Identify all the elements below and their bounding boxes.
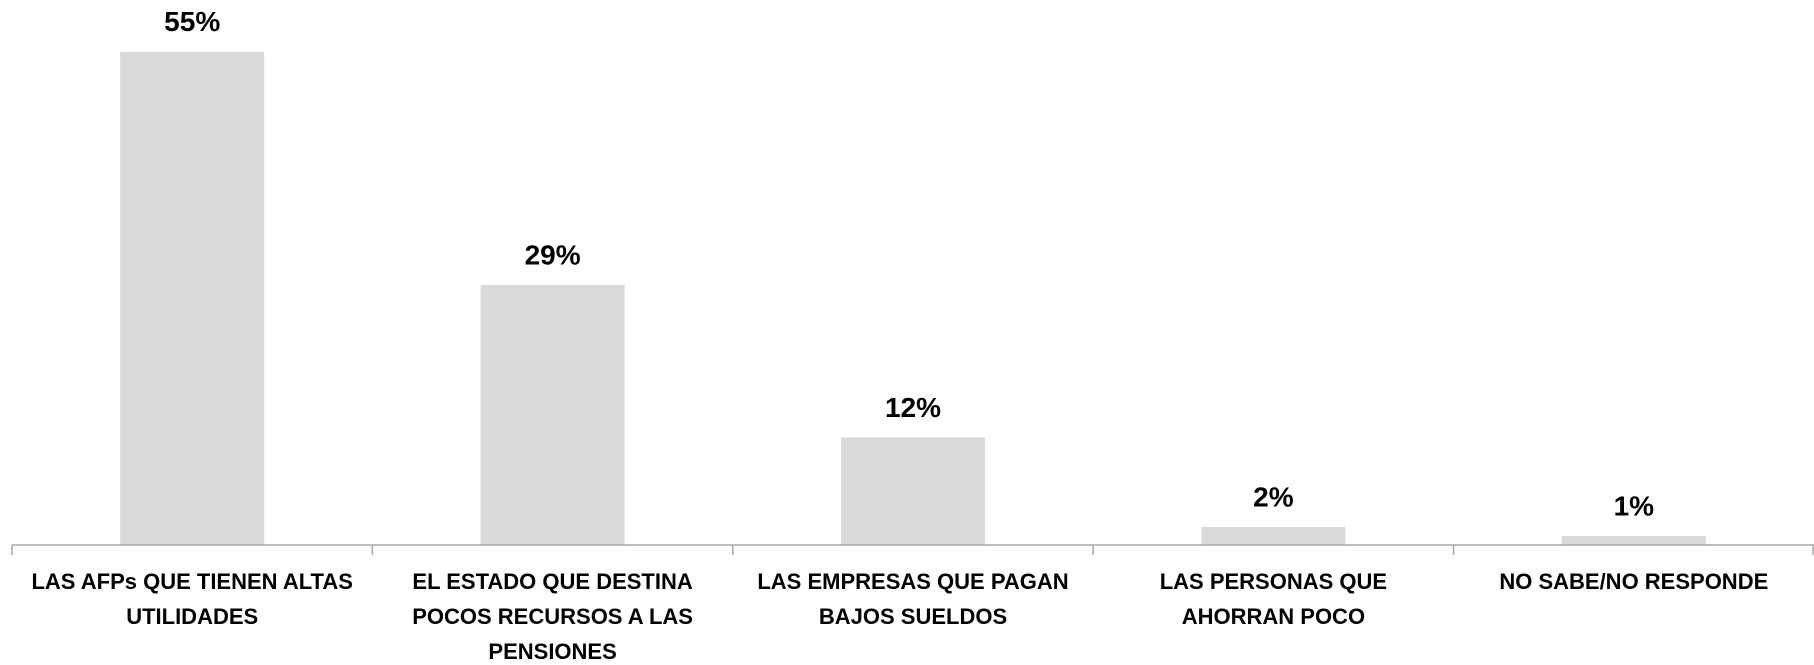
x-tick-label: PENSIONES xyxy=(488,639,616,664)
bar xyxy=(1201,527,1346,545)
value-label: 1% xyxy=(1614,490,1655,521)
x-tick-label: NO SABE/NO RESPONDE xyxy=(1499,569,1768,594)
bar xyxy=(1561,536,1706,545)
bar xyxy=(120,51,265,545)
x-tick-label: BAJOS SUELDOS xyxy=(819,604,1007,629)
value-label: 55% xyxy=(164,6,220,37)
bar xyxy=(841,437,985,545)
x-tick-label: LAS EMPRESAS QUE PAGAN xyxy=(757,569,1068,594)
value-label: 2% xyxy=(1253,481,1294,512)
x-tick-label: POCOS RECURSOS A LAS xyxy=(412,604,693,629)
x-tick-label: LAS AFPs QUE TIENEN ALTAS xyxy=(31,569,352,594)
x-tick-label: UTILIDADES xyxy=(126,604,258,629)
bar xyxy=(480,284,625,545)
x-tick-label: AHORRAN POCO xyxy=(1182,604,1365,629)
x-tick-label: LAS PERSONAS QUE xyxy=(1160,569,1387,594)
value-label: 29% xyxy=(525,239,581,270)
x-tick-label: EL ESTADO QUE DESTINA xyxy=(412,569,692,594)
value-label: 12% xyxy=(885,392,941,423)
